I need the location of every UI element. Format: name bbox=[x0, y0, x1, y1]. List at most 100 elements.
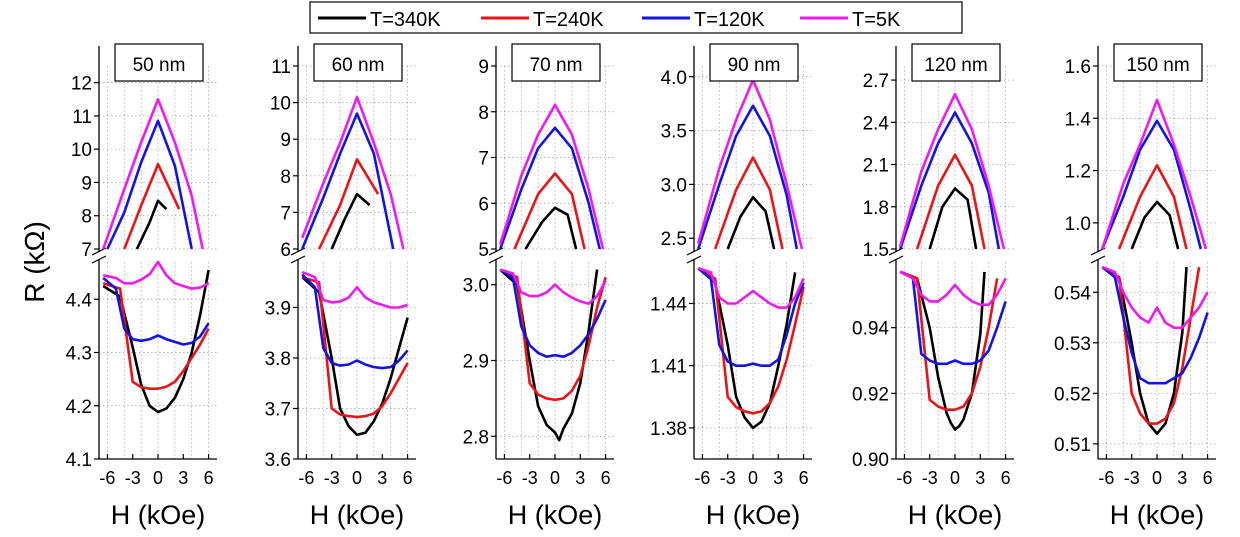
y-tick-label: 10 bbox=[71, 140, 92, 161]
panel-grid bbox=[896, 66, 1014, 460]
axis-break-mark bbox=[488, 247, 504, 256]
x-axis-label: H (kOe) bbox=[908, 500, 1003, 530]
y-tick-label: 4.0 bbox=[661, 68, 687, 89]
x-tick-label: 3 bbox=[178, 468, 188, 488]
x-tick-label: 3 bbox=[773, 468, 783, 488]
x-axis-label: H (kOe) bbox=[706, 500, 801, 530]
series-4-lower bbox=[1101, 265, 1209, 330]
panel-title: 50 nm bbox=[114, 43, 204, 82]
x-axis-label: H (kOe) bbox=[111, 500, 206, 530]
y-tick-label: 9 bbox=[478, 57, 489, 78]
y-tick-label: 7 bbox=[478, 149, 489, 170]
series-3-lower bbox=[899, 270, 1007, 366]
y-tick-label: 7 bbox=[280, 203, 291, 224]
axis-break-mark bbox=[290, 255, 306, 264]
panel-title: 60 nm bbox=[313, 43, 403, 82]
x-tick-label: -3 bbox=[922, 468, 938, 488]
series-4-lower bbox=[499, 268, 607, 306]
series-2-lower bbox=[499, 268, 607, 402]
axis-break-mark bbox=[91, 255, 107, 264]
y-tick-label: 1.2 bbox=[1065, 162, 1091, 183]
y-tick-label: 4.4 bbox=[66, 290, 93, 311]
y-tick-label: 2.8 bbox=[463, 427, 489, 448]
y-tick-label: 0.94 bbox=[852, 319, 889, 340]
x-tick-label: -3 bbox=[522, 468, 538, 488]
series-3-upper bbox=[300, 112, 395, 250]
axis-break-mark bbox=[888, 255, 904, 264]
y-tick-label: 1.5 bbox=[863, 240, 889, 261]
x-tick-label: -6 bbox=[298, 468, 314, 488]
y-tick-label: 2.4 bbox=[863, 113, 890, 134]
axis-break-mark bbox=[91, 247, 107, 256]
y-tick-label: 0.53 bbox=[1054, 334, 1091, 355]
panel-grid bbox=[298, 65, 416, 460]
y-tick-label: 0.52 bbox=[1054, 384, 1091, 405]
y-tick-label: 4.3 bbox=[66, 344, 92, 365]
legend-label-3: T=5K bbox=[852, 9, 901, 31]
y-tick-label: 1.6 bbox=[1065, 57, 1091, 78]
x-tick-label: -6 bbox=[896, 468, 912, 488]
series-1-lower bbox=[899, 270, 986, 431]
panel-grid bbox=[496, 65, 614, 459]
y-tick-label: 4.2 bbox=[66, 397, 92, 418]
x-tick-label: 0 bbox=[550, 468, 560, 488]
series-1-upper bbox=[928, 187, 978, 250]
y-tick-label: 12 bbox=[71, 74, 92, 95]
panel-title: 120 nm bbox=[911, 43, 1001, 82]
x-tick-label: 3 bbox=[377, 468, 387, 488]
panel-title-text: 60 nm bbox=[332, 55, 385, 76]
axis-break-mark bbox=[1090, 255, 1106, 264]
series-4-upper bbox=[898, 92, 1006, 250]
axis-break-mark bbox=[888, 247, 904, 256]
x-tick-label: 6 bbox=[1001, 468, 1011, 488]
series-2-upper bbox=[513, 172, 586, 250]
axis-break-mark bbox=[686, 247, 702, 256]
panel-grid bbox=[1098, 65, 1216, 459]
series-3-upper bbox=[106, 119, 193, 250]
x-tick-label: -3 bbox=[720, 468, 736, 488]
y-tick-label: 6 bbox=[280, 240, 291, 261]
x-axis-label: H (kOe) bbox=[310, 500, 405, 530]
y-tick-label: 2.7 bbox=[863, 71, 889, 92]
y-axis-label: R (kΩ) bbox=[19, 221, 50, 303]
panel-title-box bbox=[511, 43, 601, 82]
x-tick-label: -6 bbox=[1098, 468, 1114, 488]
panel-5: 1.5 1.8 2.1 2.4 2.7 0.90 0.92 0.94 -6 -3 0 3 6 H (kOe… bbox=[852, 43, 1014, 530]
x-tick-label: 6 bbox=[1203, 468, 1213, 488]
y-tick-label: 9 bbox=[280, 130, 291, 151]
panel-title: 150 nm bbox=[1113, 43, 1203, 82]
panel-title-text: 50 nm bbox=[133, 55, 186, 76]
y-tick-label: 3.0 bbox=[463, 276, 489, 297]
series-2-upper bbox=[713, 156, 784, 250]
x-axis-label: H (kOe) bbox=[508, 500, 603, 530]
series-4-lower bbox=[301, 270, 408, 309]
panel-title-box bbox=[1113, 43, 1203, 82]
x-tick-label: 6 bbox=[403, 468, 413, 488]
series-1-lower bbox=[499, 268, 599, 442]
y-tick-label: 10 bbox=[270, 94, 291, 115]
panel-title-text: 90 nm bbox=[728, 55, 781, 76]
y-tick-label: 2.1 bbox=[863, 156, 889, 177]
legend-label-0: T=340K bbox=[370, 9, 441, 31]
y-tick-label: 5 bbox=[478, 240, 489, 261]
series-4-upper bbox=[300, 95, 405, 250]
y-tick-label: 3.6 bbox=[265, 450, 291, 471]
y-tick-label: 8 bbox=[478, 103, 489, 124]
x-tick-label: 3 bbox=[975, 468, 985, 488]
series-2-upper bbox=[1117, 164, 1188, 250]
y-tick-label: 1.38 bbox=[650, 419, 687, 440]
panel-grid bbox=[694, 66, 812, 459]
panel-grid bbox=[99, 66, 217, 460]
series-3-lower bbox=[1101, 266, 1209, 385]
x-tick-label: 3 bbox=[575, 468, 585, 488]
panel-title-box bbox=[313, 43, 403, 82]
x-tick-label: 6 bbox=[204, 468, 214, 488]
x-tick-label: -3 bbox=[324, 468, 340, 488]
series-1-upper bbox=[1130, 200, 1180, 250]
y-tick-label: 3.7 bbox=[265, 399, 291, 420]
series-4-upper bbox=[101, 98, 204, 250]
series-1-upper bbox=[726, 196, 776, 250]
x-tick-label: 0 bbox=[748, 468, 758, 488]
series-1-lower bbox=[102, 269, 210, 414]
